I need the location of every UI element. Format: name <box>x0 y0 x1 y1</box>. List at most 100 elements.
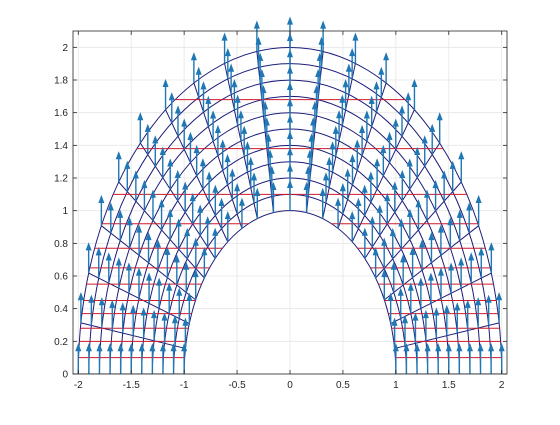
vector-arrow-head <box>332 125 339 134</box>
vector-arrow-head <box>397 287 404 296</box>
vector-arrow-head <box>427 272 434 281</box>
vector-arrow-head <box>145 231 152 241</box>
vector-arrow-head <box>381 268 388 278</box>
vector-arrow-head <box>454 302 461 311</box>
vector-arrow-head <box>189 192 196 202</box>
x-tick-label: 2 <box>499 380 505 391</box>
vector-arrow-head <box>135 267 143 276</box>
x-tick-label: -0.5 <box>228 380 246 391</box>
y-tick-label: 0.6 <box>54 272 68 283</box>
vector-arrow-head <box>449 160 456 169</box>
vector-arrow-head <box>228 63 235 72</box>
vector-arrow-head <box>158 199 165 208</box>
vector-arrow-head <box>320 20 327 29</box>
vector-arrow-head <box>349 47 356 57</box>
vector-arrow-head <box>406 158 413 167</box>
y-tick-label: 0 <box>62 370 68 381</box>
vector-arrow-head <box>355 197 362 206</box>
vector-arrow-head <box>498 343 505 352</box>
vector-arrow-head <box>374 158 381 167</box>
vector-arrow-head <box>478 247 485 256</box>
vector-arrow-head <box>361 227 368 236</box>
vector-arrow-head <box>174 169 181 179</box>
vector-arrow-head <box>405 92 412 101</box>
vector-arrow-head <box>125 262 132 271</box>
vector-arrow-head <box>149 343 156 352</box>
vector-arrow-head <box>488 242 495 251</box>
vector-arrow-head <box>219 139 226 148</box>
vector-arrow-head <box>369 216 376 225</box>
vector-arrow-head <box>140 307 147 316</box>
vector-arrow-head <box>107 343 114 352</box>
vector-arrow-head <box>204 216 211 225</box>
vector-arrow-head <box>138 343 145 352</box>
vector-arrow-head <box>190 52 197 61</box>
y-tick-label: 1.2 <box>54 174 68 185</box>
vector-arrow-head <box>115 151 122 160</box>
vector-arrow-head <box>342 79 349 88</box>
vector-arrow-head <box>326 156 333 165</box>
vector-arrow-head <box>389 227 396 237</box>
vector-arrow-head <box>124 160 131 169</box>
vector-arrow-head <box>115 257 122 266</box>
y-tick-label: 1.6 <box>54 108 68 119</box>
vector-arrow-head <box>75 343 82 352</box>
vector-arrow-head <box>361 184 368 193</box>
y-tick-label: 1 <box>62 206 68 217</box>
vector-arrow-head <box>241 125 248 134</box>
vector-arrow-head <box>175 218 182 227</box>
vector-arrow-head <box>117 209 124 218</box>
vector-arrow-head <box>151 309 158 319</box>
vector-arrow-head <box>149 189 157 198</box>
vector-arrow-head <box>168 92 175 101</box>
vector-arrow-head <box>117 343 124 352</box>
vector-arrow-head <box>359 124 366 134</box>
vector-arrow-head <box>224 47 231 57</box>
vector-arrow-head <box>378 66 385 75</box>
vector-arrow-head <box>214 124 221 134</box>
vector-arrow-head <box>159 343 167 352</box>
vector-arrow-head <box>477 343 484 352</box>
vector-arrow-head <box>456 209 463 218</box>
vector-arrow-head <box>162 78 169 88</box>
vector-arrow-head <box>132 170 139 179</box>
vector-arrow-head <box>435 343 442 352</box>
vector-arrow-head <box>159 146 166 155</box>
vector-arrow-head <box>231 79 238 88</box>
axis-ticks: -2 -1.5 -1 -0.5 0 0.5 1 1.5 2 0 0.2 0.4 0.6 0.8 1 1.2 1.… <box>54 31 507 391</box>
vector-arrow-head <box>224 210 231 220</box>
vector-arrow-head <box>164 246 171 255</box>
y-tick-label: 0.2 <box>54 337 68 348</box>
vector-arrow-head <box>339 183 346 192</box>
vector-arrow-head <box>468 252 475 261</box>
vector-arrow-head <box>212 184 219 193</box>
vector-arrow-head <box>173 254 180 263</box>
vector-arrow-head <box>411 78 418 88</box>
vector-arrow-head <box>376 204 383 213</box>
vector-arrow-head <box>174 105 182 114</box>
vector-arrow-head <box>253 20 260 29</box>
vector-arrow-head <box>413 343 421 352</box>
vector-arrow-head <box>126 217 133 226</box>
vector-arrow-head <box>187 131 194 140</box>
vector-arrow-head <box>154 239 161 248</box>
vector-arrow-head <box>392 118 399 127</box>
vector-arrow-head <box>109 299 116 308</box>
vector-arrow-head <box>144 123 151 132</box>
vector-arrow-head <box>475 297 482 306</box>
vector-arrow-head <box>205 95 212 104</box>
vector-arrow-head <box>339 94 346 103</box>
vector-arrow-head <box>192 237 199 246</box>
vector-arrow-head <box>77 292 84 301</box>
x-tick-label: -1 <box>180 380 189 391</box>
vector-arrow-head <box>319 187 326 196</box>
vector-arrow-head <box>234 94 241 103</box>
vector-arrow-head <box>421 135 428 144</box>
y-tick-label: 2 <box>62 43 68 54</box>
vector-arrow-head <box>210 110 217 119</box>
vector-arrow-head <box>107 202 114 211</box>
vector-arrow-head <box>197 204 204 213</box>
vector-arrow-head <box>244 141 251 150</box>
x-tick-label: -1.5 <box>123 380 141 391</box>
